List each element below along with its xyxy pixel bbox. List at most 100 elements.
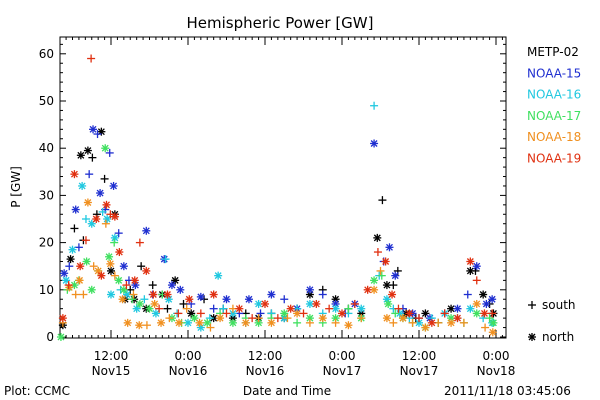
data-point-noaa-17 <box>331 314 340 323</box>
data-point-noaa-18 <box>293 309 302 318</box>
data-point-noaa-18 <box>389 318 398 327</box>
data-point-noaa-19 <box>299 309 308 318</box>
data-point-metp-02 <box>373 233 382 242</box>
data-point-noaa-19 <box>76 262 85 271</box>
data-point-noaa-15 <box>370 139 379 148</box>
data-point-noaa-19 <box>350 299 359 308</box>
data-point-noaa-16 <box>98 207 107 216</box>
data-point-noaa-15 <box>167 281 176 290</box>
x-tick-date-label: Nov15 <box>92 364 131 378</box>
y-tick-label: 20 <box>39 236 54 250</box>
data-point-noaa-15 <box>65 262 74 271</box>
data-point-metp-02 <box>179 299 188 308</box>
y-axis-label: P [GW] <box>9 166 23 208</box>
data-point-noaa-18 <box>421 323 430 332</box>
data-point-noaa-18 <box>357 314 366 323</box>
data-point-noaa-18 <box>488 328 497 337</box>
data-point-noaa-19 <box>174 309 183 318</box>
x-tick-time-label: 12:00 <box>402 349 437 363</box>
data-point-noaa-19 <box>81 236 90 245</box>
data-point-noaa-15 <box>488 295 497 304</box>
data-point-metp-02 <box>148 281 157 290</box>
data-point-noaa-16 <box>370 101 379 110</box>
data-point-noaa-18 <box>157 318 166 327</box>
data-point-noaa-19 <box>381 257 390 266</box>
data-point-noaa-18 <box>318 314 327 323</box>
data-point-noaa-17 <box>82 257 91 266</box>
data-point-noaa-16 <box>78 181 87 190</box>
data-point-noaa-19 <box>373 248 382 257</box>
data-point-noaa-15 <box>85 170 94 179</box>
data-point-noaa-17 <box>377 271 386 280</box>
data-point-noaa-17 <box>114 276 123 285</box>
data-point-noaa-15 <box>305 285 314 294</box>
data-point-noaa-17 <box>391 309 400 318</box>
x-tick-time-label: 0:00 <box>175 349 202 363</box>
data-point-noaa-16 <box>331 304 340 313</box>
data-point-noaa-19 <box>102 200 111 209</box>
data-point-metp-02 <box>163 304 172 313</box>
data-point-noaa-18 <box>398 314 407 323</box>
data-point-noaa-19 <box>149 290 158 299</box>
data-point-metp-02 <box>83 146 92 155</box>
data-point-noaa-18 <box>175 318 184 327</box>
data-point-noaa-17 <box>56 333 65 341</box>
data-point-noaa-15 <box>256 309 265 318</box>
data-point-noaa-17 <box>119 285 128 294</box>
data-point-noaa-16 <box>132 304 141 313</box>
data-point-noaa-17 <box>145 304 154 313</box>
x-tick-date-label: Nov16 <box>246 364 285 378</box>
data-point-noaa-18 <box>447 318 456 327</box>
legend-entry-noaa-19: NOAA-19 <box>527 152 581 166</box>
data-point-noaa-18 <box>382 314 391 323</box>
data-point-noaa-16 <box>161 255 170 264</box>
data-point-noaa-19 <box>163 290 172 299</box>
y-tick-label: 30 <box>39 188 54 202</box>
data-point-noaa-16 <box>107 290 115 299</box>
data-point-noaa-19 <box>130 276 139 285</box>
data-point-noaa-19 <box>235 304 244 313</box>
data-point-metp-02 <box>66 255 75 264</box>
data-point-noaa-18 <box>150 299 159 308</box>
y-tick-label: 40 <box>39 141 54 155</box>
data-point-metp-02 <box>88 153 97 162</box>
data-point-noaa-17 <box>384 299 393 308</box>
data-point-metp-02 <box>100 174 109 183</box>
data-point-noaa-15 <box>280 295 289 304</box>
data-point-noaa-19 <box>338 309 346 318</box>
data-point-noaa-19 <box>115 248 124 257</box>
x-tick-time-label: 12:00 <box>94 349 129 363</box>
data-point-noaa-15 <box>114 229 123 238</box>
x-tick-time-label: 12:00 <box>248 349 283 363</box>
data-point-noaa-18 <box>83 198 92 207</box>
data-point-noaa-17 <box>135 299 144 308</box>
data-point-noaa-17 <box>110 238 119 247</box>
data-point-noaa-17 <box>87 285 96 294</box>
data-point-noaa-19 <box>87 54 96 63</box>
data-point-noaa-18 <box>135 321 144 330</box>
data-point-metp-02 <box>389 281 398 290</box>
x-tick-date-label: Nov16 <box>169 364 208 378</box>
data-point-metp-02 <box>137 262 146 271</box>
data-point-noaa-18 <box>216 314 225 323</box>
data-point-noaa-18 <box>459 318 468 327</box>
data-point-noaa-16 <box>219 304 228 313</box>
data-point-noaa-19 <box>92 215 101 223</box>
data-point-noaa-17 <box>370 276 379 285</box>
data-point-noaa-17 <box>203 318 212 327</box>
data-point-noaa-15 <box>196 292 205 301</box>
data-point-noaa-15 <box>453 304 462 313</box>
data-point-noaa-19 <box>261 299 269 308</box>
data-point-metp-02 <box>479 290 488 299</box>
data-point-noaa-18 <box>376 266 385 275</box>
x-tick-date-label: Nov18 <box>477 364 516 378</box>
footer-timestamp: 2011/11/18 03:45:06 <box>444 384 571 398</box>
marker-legend-label-south: south <box>542 298 576 312</box>
data-point-noaa-19 <box>394 304 403 313</box>
data-point-noaa-18 <box>106 259 115 268</box>
data-point-noaa-15 <box>209 304 218 313</box>
data-point-noaa-18 <box>118 295 127 304</box>
data-point-noaa-18 <box>89 262 98 271</box>
x-tick-time-label: 0:00 <box>329 349 356 363</box>
